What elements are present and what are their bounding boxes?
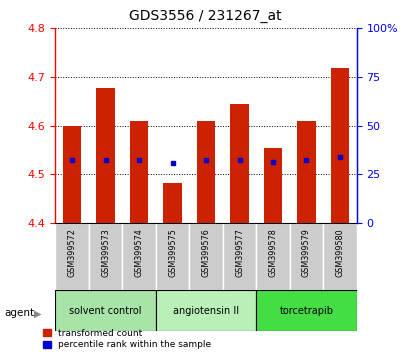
Bar: [155, 223, 189, 292]
Bar: [122, 223, 155, 292]
Bar: [96, 88, 115, 223]
Bar: [297, 121, 315, 223]
Text: solvent control: solvent control: [69, 306, 142, 316]
Bar: [155, 290, 256, 331]
Text: GSM399575: GSM399575: [168, 229, 177, 278]
Text: GSM399572: GSM399572: [67, 229, 76, 278]
Bar: [289, 223, 322, 292]
Text: GSM399578: GSM399578: [268, 229, 277, 277]
Text: GSM399576: GSM399576: [201, 229, 210, 277]
Text: GSM399573: GSM399573: [101, 229, 110, 277]
Bar: [222, 223, 256, 292]
Text: GSM399574: GSM399574: [134, 229, 143, 277]
Bar: [55, 223, 89, 292]
Bar: [330, 68, 348, 223]
Bar: [163, 183, 181, 223]
Text: torcetrapib: torcetrapib: [279, 306, 333, 316]
Text: agent: agent: [4, 308, 34, 318]
Bar: [256, 290, 356, 331]
Text: GDS3556 / 231267_at: GDS3556 / 231267_at: [128, 9, 281, 23]
Bar: [196, 121, 215, 223]
Text: GSM399580: GSM399580: [335, 229, 344, 277]
Bar: [63, 126, 81, 223]
Text: GSM399579: GSM399579: [301, 229, 310, 278]
Bar: [189, 223, 222, 292]
Bar: [55, 290, 155, 331]
Bar: [256, 223, 289, 292]
Text: GSM399577: GSM399577: [234, 229, 243, 278]
Bar: [130, 121, 148, 223]
Legend: transformed count, percentile rank within the sample: transformed count, percentile rank withi…: [43, 329, 211, 349]
Bar: [230, 104, 248, 223]
Text: ▶: ▶: [34, 308, 41, 318]
Bar: [322, 223, 356, 292]
Text: angiotensin II: angiotensin II: [173, 306, 238, 316]
Bar: [89, 223, 122, 292]
Bar: [263, 148, 281, 223]
